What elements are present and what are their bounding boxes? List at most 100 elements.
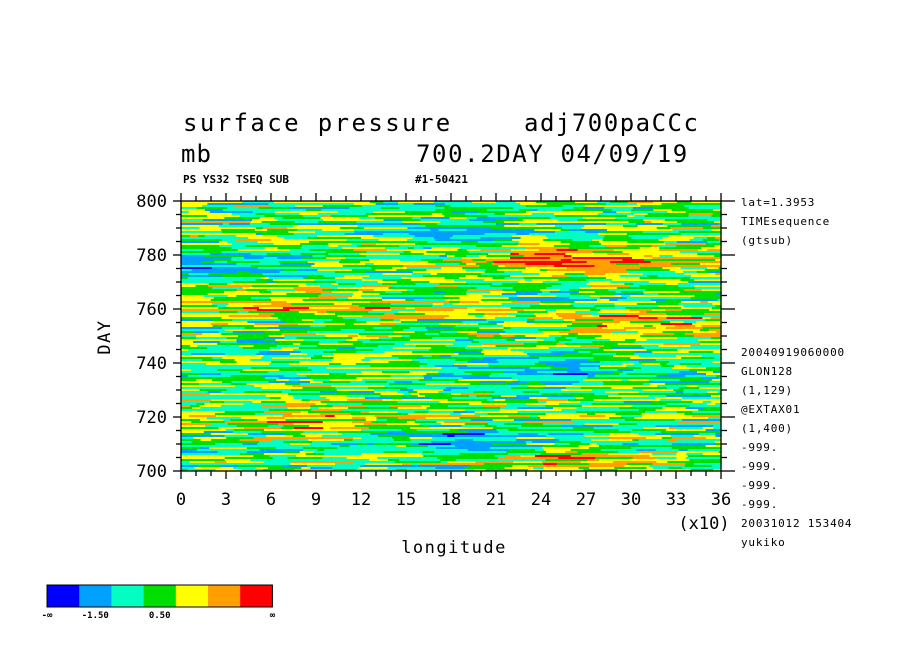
heatmap-cell [706, 373, 722, 376]
heatmap-cell [239, 439, 273, 442]
heatmap-cell [601, 425, 614, 428]
heatmap-cell [217, 451, 248, 454]
heatmap-cell [390, 303, 434, 306]
heatmap-cell [199, 289, 210, 292]
heatmap-cell [428, 425, 463, 428]
side-info-bottom-line: -999. [741, 498, 778, 511]
heatmap-cell [627, 267, 641, 270]
heatmap-cell [450, 205, 488, 208]
heatmap-cell [419, 379, 443, 382]
heatmap-cell [440, 331, 459, 334]
heatmap-cell [328, 347, 338, 350]
heatmap-cell [653, 201, 678, 204]
heatmap-cell [352, 343, 396, 346]
heatmap-cell [516, 233, 530, 236]
heatmap-cell [335, 313, 356, 316]
heatmap-cell [652, 309, 666, 312]
heatmap-cell [710, 405, 722, 408]
heatmap-cell [642, 463, 654, 466]
heatmap-cell [208, 285, 253, 288]
heatmap-cell [360, 411, 370, 414]
heatmap-cell [476, 267, 517, 270]
heatmap-cell [611, 387, 634, 390]
heatmap-cell [609, 267, 629, 270]
heatmap-cell [714, 251, 722, 254]
heatmap-cell [634, 455, 650, 458]
heatmap-cell [643, 219, 666, 222]
heatmap-cell [407, 247, 415, 250]
heatmap-cell [280, 405, 311, 408]
heatmap-cell [516, 437, 556, 440]
heatmap-cell [301, 245, 330, 248]
heatmap-cell [212, 219, 253, 222]
heatmap-cell [563, 271, 573, 274]
heatmap-cell [674, 333, 686, 336]
heatmap-cell [526, 211, 544, 214]
heatmap-cell [194, 467, 234, 470]
heatmap-cell [460, 247, 495, 250]
heatmap-cell [688, 351, 714, 354]
heatmap-cell [699, 329, 710, 332]
heatmap-cell [384, 351, 413, 354]
heatmap-cell [261, 387, 304, 390]
heatmap-cell [242, 347, 271, 350]
heatmap-cell [463, 467, 506, 470]
heatmap-cell [250, 459, 282, 462]
heatmap-cell [435, 339, 456, 342]
heatmap-cell [213, 297, 252, 300]
heatmap-cell [204, 301, 215, 304]
heatmap-cell [181, 313, 191, 316]
heatmap-cell [538, 349, 575, 352]
heatmap-cell [423, 377, 433, 380]
heatmap-cell [309, 281, 337, 284]
heatmap-cell [511, 225, 556, 228]
heatmap-cell [467, 289, 504, 292]
heatmap-cell [365, 397, 393, 400]
heatmap-cell [614, 437, 647, 440]
heatmap-cell [328, 423, 365, 426]
heatmap-cell [327, 279, 363, 282]
heatmap-cell [555, 309, 591, 312]
heatmap-cell [418, 223, 438, 226]
heatmap-cell [342, 441, 351, 444]
heatmap-cell [663, 277, 691, 280]
heatmap-cell [533, 321, 573, 324]
heatmap-cell [331, 215, 369, 218]
heatmap-cell [407, 391, 418, 394]
heatmap-cell [233, 379, 277, 382]
heatmap-cell [459, 301, 480, 304]
heatmap-cell [329, 373, 347, 376]
heatmap-cell [181, 317, 223, 320]
heatmap-cell [432, 305, 476, 308]
heatmap-cell [571, 259, 581, 262]
heatmap-cell [644, 417, 678, 420]
heatmap-cell [321, 207, 350, 210]
heatmap-cell [410, 279, 455, 282]
heatmap-cell [688, 287, 696, 290]
heatmap-cell [548, 347, 566, 350]
heatmap-cell [350, 441, 394, 444]
heatmap-cell [268, 467, 302, 470]
heatmap-cell [425, 327, 455, 330]
heatmap-cell [365, 419, 377, 422]
heatmap-cell [525, 441, 533, 444]
heatmap-cell [569, 465, 606, 468]
heatmap-cell [373, 349, 408, 352]
heatmap-cell [561, 283, 587, 286]
heatmap-cell [370, 359, 413, 362]
heatmap-cell [592, 341, 636, 344]
heatmap-cell [714, 417, 722, 420]
heatmap-cell [634, 215, 646, 218]
heatmap-cell [642, 231, 680, 234]
heatmap-cell [364, 329, 404, 332]
heatmap-cell [693, 435, 716, 438]
heatmap-cell [627, 201, 654, 204]
heatmap-cell [501, 293, 539, 296]
heatmap-cell [234, 385, 255, 388]
heatmap-cell [281, 347, 300, 350]
heatmap-cell [649, 469, 692, 472]
heatmap-cell [719, 239, 722, 242]
heatmap-cell [213, 259, 232, 262]
heatmap-cell [250, 253, 268, 256]
heatmap-cell [181, 283, 201, 286]
